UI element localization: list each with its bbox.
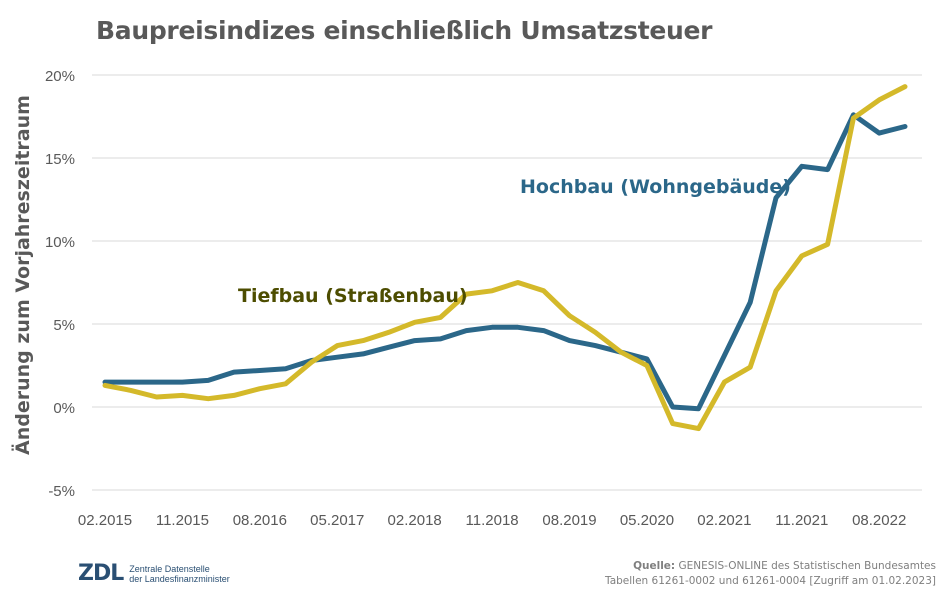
x-tick-labels: 02.2015 11.2015 08.2016 05.2017 02.2018 11.20…: [78, 512, 906, 529]
series-label-tiefbau: Tiefbau (Straßenbau): [238, 285, 468, 307]
x-tick-label: 05.2017: [310, 512, 364, 529]
zdl-logo-mark: ZDL: [78, 561, 124, 586]
logo-line-2: der Landesfinanzminister: [129, 573, 230, 584]
x-tick-label: 11.2015: [156, 512, 209, 529]
x-tick-label: 08.2016: [233, 512, 287, 529]
x-tick-label: 02.2018: [388, 512, 442, 529]
series-line-hochbau: [102, 112, 908, 412]
x-tick-label: 08.2022: [852, 512, 906, 529]
x-tick-label: 11.2018: [466, 512, 519, 529]
y-tick-label: 15%: [45, 151, 75, 168]
y-tick-label: -5%: [48, 483, 75, 500]
series-label-hochbau: Hochbau (Wohngebäude): [520, 176, 791, 198]
source-label: Quelle:: [633, 560, 676, 572]
source-note: Quelle: GENESIS-ONLINE des Statistischen…: [605, 559, 936, 589]
source-line-1: GENESIS-ONLINE des Statistischen Bundesa…: [678, 560, 936, 572]
source-line-2: Tabellen 61261-0002 und 61261-0004 [Zugr…: [605, 575, 936, 587]
zdl-logo-text: Zentrale Datenstelle der Landesfinanzmin…: [129, 564, 230, 584]
y-tick-labels: -5% 0% 5% 10% 15% 20%: [45, 68, 75, 500]
y-tick-label: 0%: [53, 400, 75, 417]
y-tick-label: 5%: [53, 317, 75, 334]
x-tick-label: 02.2015: [78, 512, 132, 529]
x-tick-label: 02.2021: [697, 512, 751, 529]
series-lines: [102, 84, 908, 432]
x-tick-label: 11.2021: [775, 512, 828, 529]
series-line-tiefbau: [102, 84, 908, 432]
series-labels: Hochbau (Wohngebäude) Tiefbau (Straßenbau…: [238, 176, 791, 307]
y-tick-label: 10%: [45, 234, 75, 251]
x-tick-label: 08.2019: [542, 512, 596, 529]
gridlines: [92, 74, 922, 491]
zdl-logo: ZDL Zentrale Datenstelle der Landesfinan…: [78, 561, 230, 586]
x-tick-label: 05.2020: [620, 512, 674, 529]
y-tick-label: 20%: [45, 68, 75, 85]
chart-title: Baupreisindizes einschließlich Umsatzste…: [96, 16, 713, 45]
logo-line-1: Zentrale Datenstelle: [129, 563, 210, 574]
